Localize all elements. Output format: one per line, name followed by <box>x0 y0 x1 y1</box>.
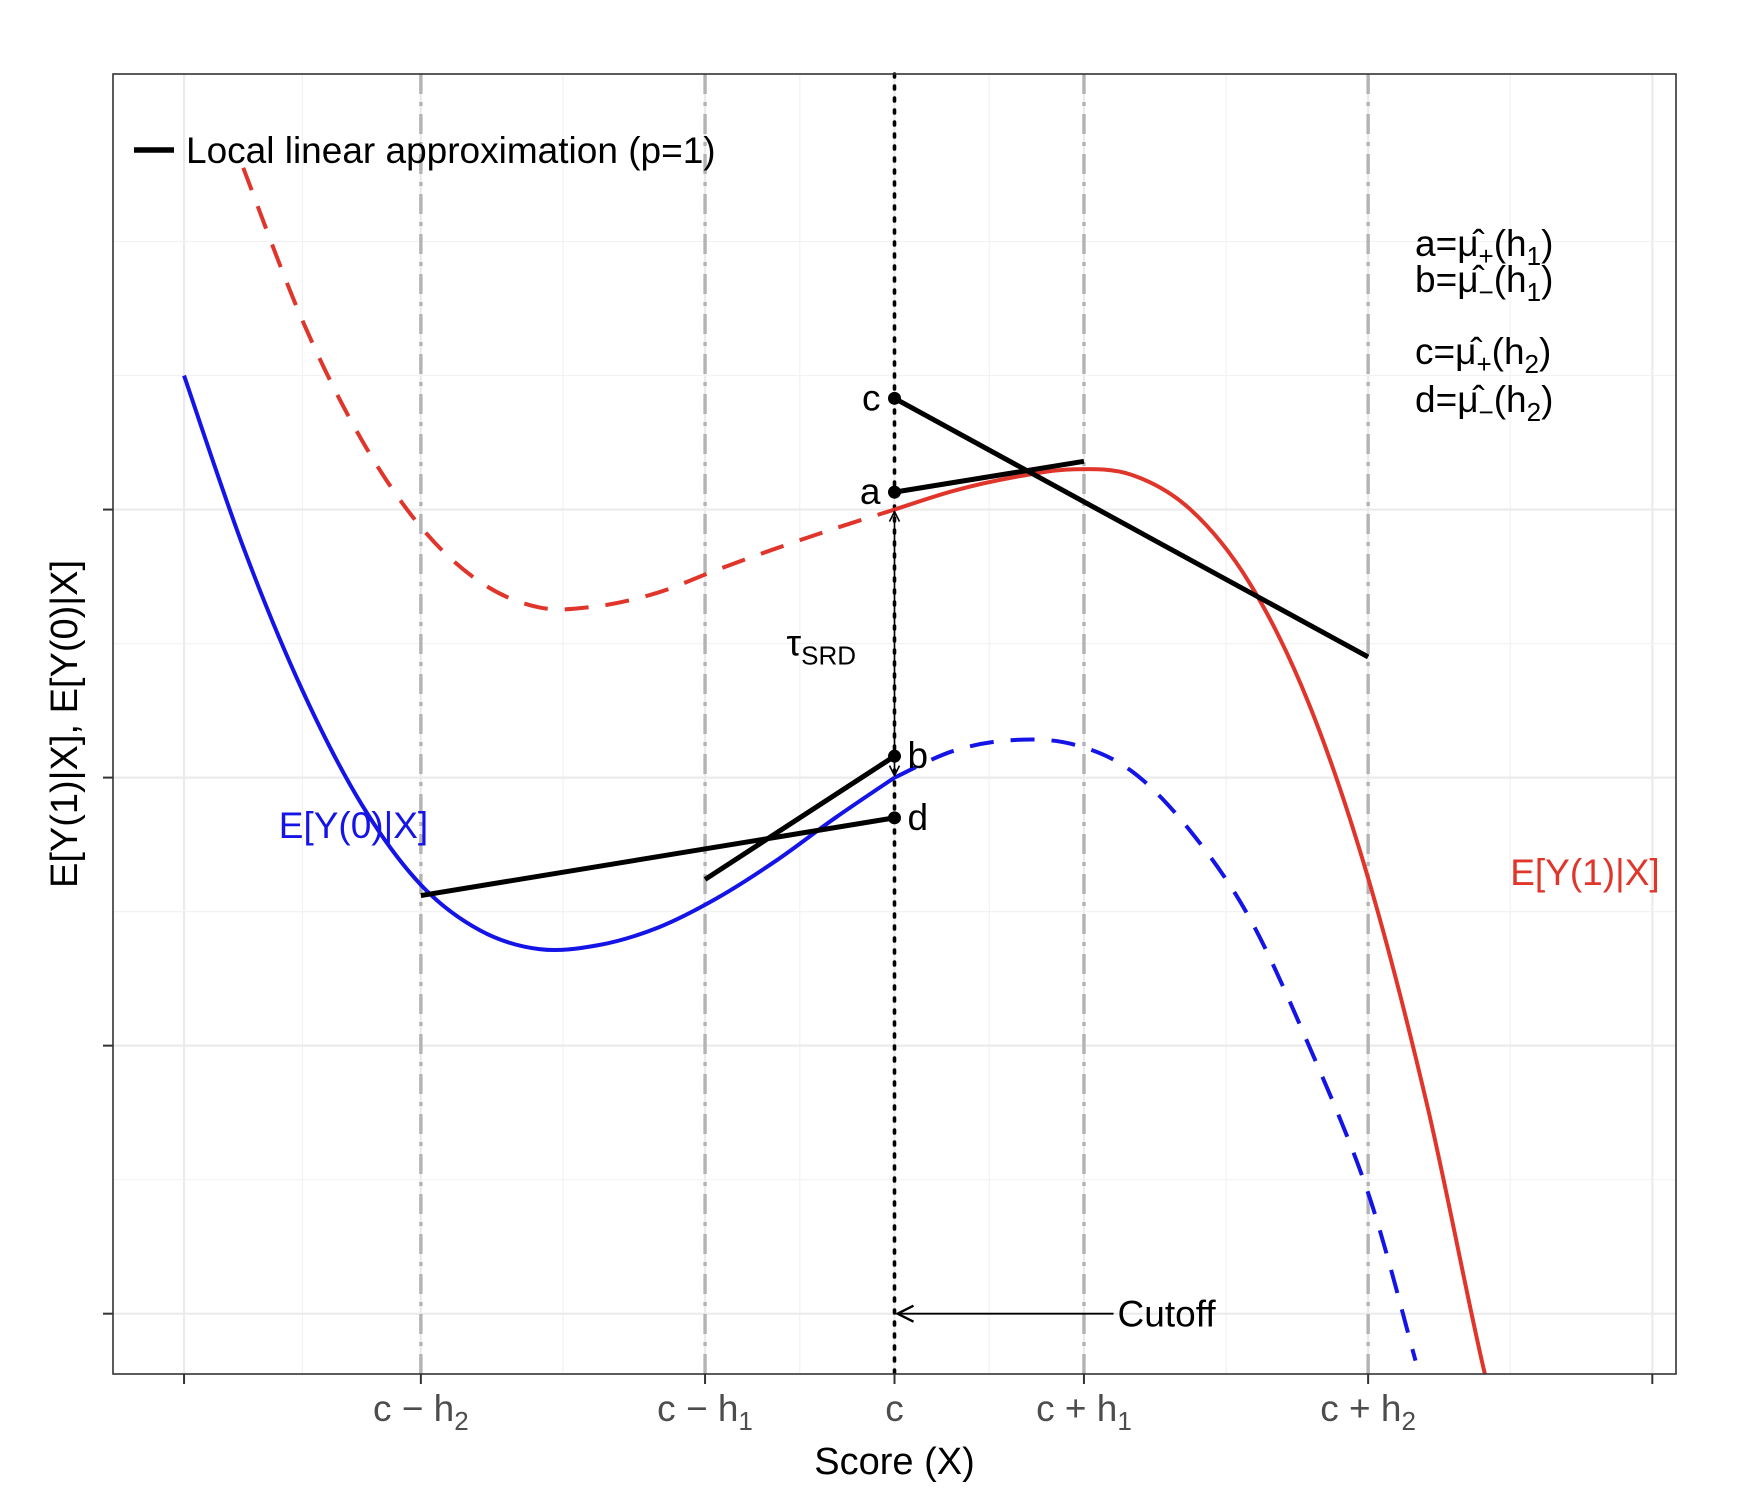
point-d <box>888 811 901 825</box>
point-label-b: b <box>908 735 929 776</box>
y-axis-title: E[Y(1)|X], E[Y(0)|X] <box>44 560 86 888</box>
tau-label: τSRD <box>787 623 857 671</box>
x-tick-label: c − h2 <box>373 1388 469 1436</box>
point-label-c: c <box>862 377 881 418</box>
axes: c − h2 c − h1 c c + h1 c + h2 <box>103 508 1654 1436</box>
local-linear-fit-b <box>703 754 896 882</box>
legend-label: Local linear approximation (p=1) <box>186 130 716 171</box>
point-c <box>888 391 901 405</box>
curves <box>182 167 1487 1374</box>
labels: Score (X) E[Y(1)|X], E[Y(0)|X] Local linea… <box>44 130 975 1483</box>
y0-curve-label: E[Y(0)|X] <box>279 805 428 846</box>
cutoff-label: Cutoff <box>1118 1294 1217 1335</box>
x-tick-label: c − h1 <box>657 1388 753 1436</box>
x-tick-label: c + h2 <box>1320 1388 1416 1436</box>
formula-d: d=μ̂−(h2) <box>1415 379 1553 427</box>
formula-b: b=μ̂−(h1) <box>1415 259 1553 307</box>
local-linear-fit-a <box>894 458 1085 495</box>
local-linear-fit-c <box>893 396 1370 660</box>
point-label-d: d <box>908 797 929 838</box>
point-label-a: a <box>860 471 881 512</box>
formula-c: c=μ̂+(h2) <box>1415 331 1551 379</box>
y1-curve-dashed <box>241 167 896 612</box>
x-tick-label: c <box>885 1388 904 1429</box>
x-tick-label: c + h1 <box>1036 1388 1132 1436</box>
y0-curve-dashed <box>893 737 1418 1362</box>
y0-curve-solid <box>182 374 896 953</box>
point-a <box>888 485 901 499</box>
formula-a: a=μ̂+(h1) <box>1415 223 1553 271</box>
point-b <box>888 749 901 763</box>
y1-curve-label: E[Y(1)|X] <box>1510 852 1659 893</box>
x-axis-title: Score (X) <box>814 1441 974 1483</box>
local-linear-fit-d <box>420 815 895 899</box>
annotations: τSRD Cutoff c a bd E[Y(0)|X] E[Y(1)|X] a=μ̂+(h1… <box>279 223 1660 1335</box>
